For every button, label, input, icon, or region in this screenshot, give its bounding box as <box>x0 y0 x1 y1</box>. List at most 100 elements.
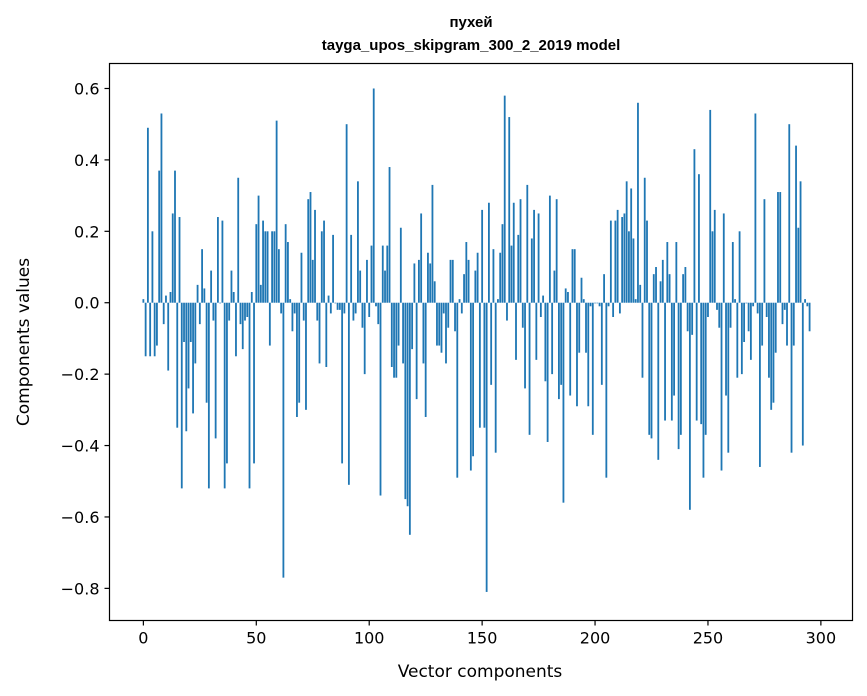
y-tick-label: −0.6 <box>61 508 100 527</box>
bar <box>616 209 619 303</box>
bar <box>347 302 350 485</box>
bar <box>228 302 231 321</box>
bar <box>630 188 633 303</box>
bar <box>316 302 319 321</box>
bar <box>768 302 770 378</box>
bar <box>485 302 488 592</box>
bar <box>287 242 289 303</box>
bar <box>555 199 558 303</box>
bar <box>277 249 280 303</box>
bar <box>185 302 188 432</box>
bar <box>198 302 201 325</box>
bar <box>759 302 761 467</box>
bar <box>237 177 240 303</box>
bar <box>449 259 452 303</box>
bar <box>397 302 400 346</box>
x-axis-ticks: 0 50 100 150 200 250 300 <box>138 620 836 648</box>
bar <box>781 302 784 325</box>
bar <box>497 299 499 303</box>
bar <box>309 192 312 303</box>
x-tick-label: 0 <box>138 629 148 648</box>
bar <box>144 302 147 357</box>
bar <box>693 149 696 303</box>
bar <box>731 242 734 303</box>
bar <box>142 299 145 303</box>
bar <box>189 302 192 342</box>
bar <box>799 181 802 303</box>
bar <box>713 209 716 303</box>
bar <box>298 302 301 403</box>
bar <box>686 302 689 332</box>
bar <box>609 220 612 303</box>
bar <box>752 302 755 307</box>
bar <box>153 302 156 357</box>
bar <box>415 302 418 400</box>
bar <box>623 213 626 303</box>
bar <box>381 245 384 303</box>
bar <box>451 259 454 303</box>
y-tick-label: 0.4 <box>74 151 99 170</box>
bar <box>628 231 630 303</box>
bar <box>711 231 714 303</box>
bar <box>266 231 269 303</box>
bar <box>684 267 687 303</box>
bar <box>201 249 203 303</box>
bar <box>625 181 628 303</box>
bar <box>729 302 732 328</box>
bar <box>558 302 560 400</box>
bar <box>539 302 542 317</box>
bar <box>666 242 669 303</box>
bar <box>804 299 806 303</box>
bar <box>603 274 605 303</box>
bar <box>607 302 610 307</box>
bar <box>368 302 371 317</box>
bar <box>806 302 809 307</box>
bar <box>551 302 554 375</box>
bar <box>659 281 662 303</box>
bar <box>442 302 445 314</box>
bar <box>756 302 759 314</box>
bar <box>594 302 596 304</box>
bar <box>273 231 276 303</box>
bar <box>149 302 152 357</box>
bar <box>707 302 709 317</box>
bar <box>777 192 779 303</box>
bar <box>596 302 599 304</box>
bar <box>476 252 479 303</box>
bar <box>296 302 298 417</box>
bar <box>463 274 465 303</box>
bar <box>691 302 694 335</box>
bar <box>560 302 563 385</box>
bar <box>411 302 414 350</box>
bar <box>320 231 323 303</box>
bar <box>262 220 264 303</box>
y-tick-label: −0.4 <box>61 437 100 456</box>
bar <box>488 202 490 303</box>
bar <box>146 127 149 303</box>
bar <box>370 245 373 303</box>
bar <box>765 302 768 317</box>
bar <box>747 302 750 332</box>
x-tick-label: 250 <box>693 629 724 648</box>
bar <box>542 295 545 303</box>
bar <box>569 302 572 396</box>
bar <box>357 181 359 303</box>
bar <box>528 302 531 435</box>
bar <box>754 113 757 303</box>
bar <box>271 231 274 303</box>
bar <box>399 227 402 303</box>
x-tick-label: 50 <box>246 629 266 648</box>
bar <box>652 274 655 303</box>
bar <box>632 238 635 303</box>
bar <box>268 302 271 346</box>
bar <box>343 302 346 314</box>
bar <box>244 302 246 321</box>
bar <box>621 217 624 303</box>
bar <box>490 302 493 385</box>
bar <box>698 174 700 303</box>
bar <box>393 302 395 378</box>
bar <box>517 234 520 303</box>
bar <box>573 249 576 303</box>
bar <box>329 302 332 314</box>
bar <box>293 302 296 314</box>
